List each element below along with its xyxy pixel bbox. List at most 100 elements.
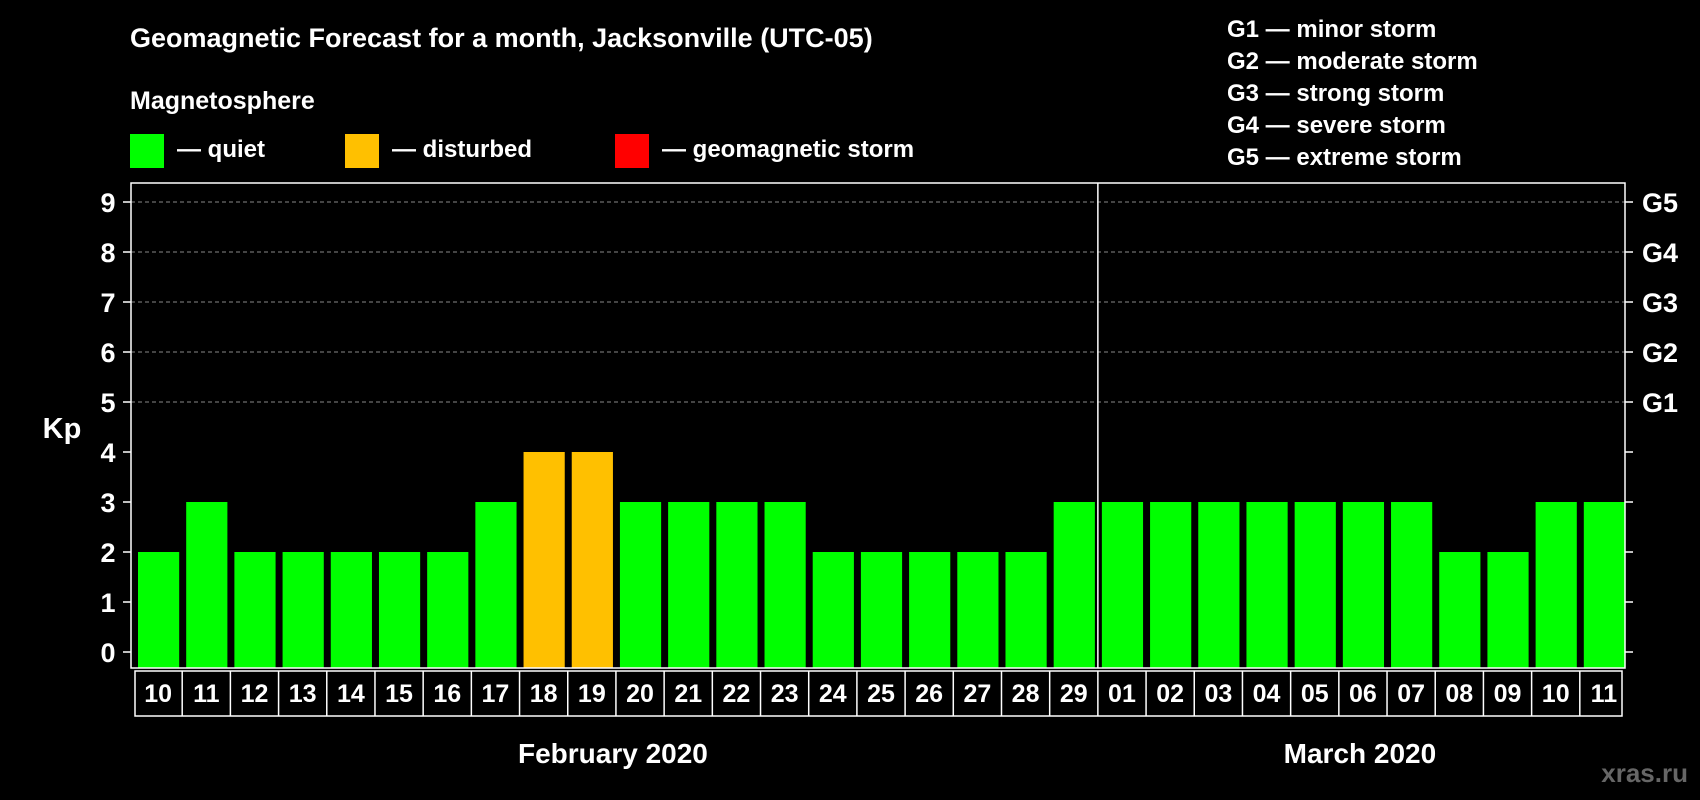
bar bbox=[1005, 552, 1047, 668]
bar bbox=[1439, 552, 1481, 668]
bar bbox=[138, 552, 180, 668]
month-label: February 2020 bbox=[518, 738, 708, 769]
x-tick-label: 06 bbox=[1349, 680, 1377, 708]
chart-subtitle: Magnetosphere bbox=[130, 87, 315, 115]
x-tick-label: 17 bbox=[482, 680, 510, 708]
bar bbox=[1535, 502, 1577, 668]
y-tick-label: 0 bbox=[100, 638, 115, 668]
y-tick-label: 7 bbox=[100, 288, 115, 318]
bar bbox=[1150, 502, 1192, 668]
bar bbox=[957, 552, 999, 668]
bar bbox=[1487, 552, 1529, 668]
bar bbox=[330, 552, 372, 668]
storm-level-label: G5 bbox=[1642, 188, 1678, 218]
x-tick-label: 18 bbox=[530, 680, 558, 708]
x-tick-label: 13 bbox=[289, 680, 317, 708]
bar bbox=[909, 552, 951, 668]
x-tick-label: 01 bbox=[1108, 680, 1136, 708]
y-tick-label: 6 bbox=[100, 338, 115, 368]
bar bbox=[1198, 502, 1240, 668]
x-tick-label: 11 bbox=[1591, 680, 1618, 708]
x-tick-label: 05 bbox=[1301, 680, 1329, 708]
bar bbox=[668, 502, 710, 668]
storm-scale-item: G1 — minor storm bbox=[1227, 16, 1436, 43]
bar bbox=[234, 552, 276, 668]
x-tick-label: 08 bbox=[1445, 680, 1473, 708]
x-tick-label: 24 bbox=[819, 680, 847, 708]
bar bbox=[860, 552, 903, 668]
storm-level-label: G1 bbox=[1642, 388, 1678, 418]
y-tick-label: 2 bbox=[100, 538, 115, 568]
plot-frame bbox=[130, 182, 1626, 669]
x-tick-label: 28 bbox=[1012, 680, 1040, 708]
bar bbox=[523, 452, 565, 668]
bar bbox=[1053, 502, 1095, 668]
bars bbox=[138, 452, 1625, 668]
storm-scale-legend: G1 — minor storm G2 — moderate storm G3 — … bbox=[1227, 16, 1478, 171]
bar bbox=[475, 502, 517, 668]
x-tick-label: 03 bbox=[1204, 680, 1232, 708]
bar bbox=[378, 552, 421, 668]
gridlines bbox=[131, 201, 1625, 403]
x-tick-label: 14 bbox=[337, 680, 365, 708]
y-tick-label: 4 bbox=[100, 438, 115, 468]
x-tick-label: 02 bbox=[1156, 680, 1184, 708]
bar bbox=[619, 502, 662, 668]
bar bbox=[1294, 502, 1336, 668]
month-labels: February 2020 March 2020 bbox=[518, 738, 1436, 769]
legend-swatch bbox=[130, 134, 164, 168]
legend-swatch bbox=[615, 134, 649, 168]
bar bbox=[571, 452, 613, 668]
y-tick-label: 5 bbox=[100, 388, 115, 418]
x-tick-label: 16 bbox=[433, 680, 461, 708]
x-tick-label: 10 bbox=[144, 680, 172, 708]
x-tick-label: 26 bbox=[915, 680, 943, 708]
y-tick-label: 3 bbox=[100, 488, 115, 518]
right-axis-labels: G1 G2 G3 G4 G5 bbox=[1642, 188, 1678, 418]
x-tick-label: 25 bbox=[867, 680, 895, 708]
bar bbox=[427, 552, 469, 668]
y-tick-label: 8 bbox=[100, 238, 115, 268]
y-tick-labels: 0 1 2 3 4 5 6 7 8 9 bbox=[100, 188, 115, 668]
y-axis-label: Kp bbox=[43, 413, 82, 445]
y-tick-label: 1 bbox=[100, 588, 115, 618]
storm-level-label: G4 bbox=[1642, 238, 1678, 268]
legend-label: — disturbed bbox=[392, 136, 532, 163]
watermark: xras.ru bbox=[1601, 758, 1688, 788]
chart-title: Geomagnetic Forecast for a month, Jackso… bbox=[130, 23, 873, 53]
storm-scale-item: G5 — extreme storm bbox=[1227, 144, 1462, 171]
bar bbox=[812, 552, 854, 668]
month-label: March 2020 bbox=[1284, 738, 1437, 769]
x-tick-label: 20 bbox=[626, 680, 654, 708]
x-tick-label: 23 bbox=[771, 680, 799, 708]
storm-level-label: G3 bbox=[1642, 288, 1678, 318]
x-tick-label: 19 bbox=[578, 680, 606, 708]
x-tick-label: 07 bbox=[1397, 680, 1425, 708]
y-tick-label: 9 bbox=[100, 188, 115, 218]
x-tick-label: 09 bbox=[1494, 680, 1522, 708]
storm-scale-item: G2 — moderate storm bbox=[1227, 48, 1478, 75]
x-tick-label: 21 bbox=[674, 680, 702, 708]
x-tick-label: 29 bbox=[1060, 680, 1088, 708]
x-tick-label: 12 bbox=[241, 680, 269, 708]
x-tick-label: 11 bbox=[193, 680, 220, 708]
bar bbox=[1391, 502, 1433, 668]
bar bbox=[1101, 502, 1144, 668]
bar bbox=[716, 502, 758, 668]
storm-scale-item: G3 — strong storm bbox=[1227, 80, 1444, 107]
x-tick-label: 22 bbox=[723, 680, 751, 708]
legend-swatch bbox=[345, 134, 379, 168]
storm-scale-item: G4 — severe storm bbox=[1227, 112, 1446, 139]
bar bbox=[1246, 502, 1288, 668]
day-label-row bbox=[134, 670, 1623, 717]
bar bbox=[1342, 502, 1385, 668]
legend: — quiet — disturbed — geomagnetic storm bbox=[130, 134, 914, 168]
day-labels: 10 11 12 13 14 15 16 17 18 19 20 21 22 23 24 25 26 27 28 29… bbox=[134, 670, 1623, 717]
x-tick-label: 27 bbox=[963, 680, 991, 708]
storm-level-label: G2 bbox=[1642, 338, 1678, 368]
x-tick-label: 04 bbox=[1253, 680, 1281, 708]
bar bbox=[186, 502, 228, 668]
x-tick-label: 15 bbox=[385, 680, 413, 708]
bar bbox=[1583, 502, 1625, 668]
